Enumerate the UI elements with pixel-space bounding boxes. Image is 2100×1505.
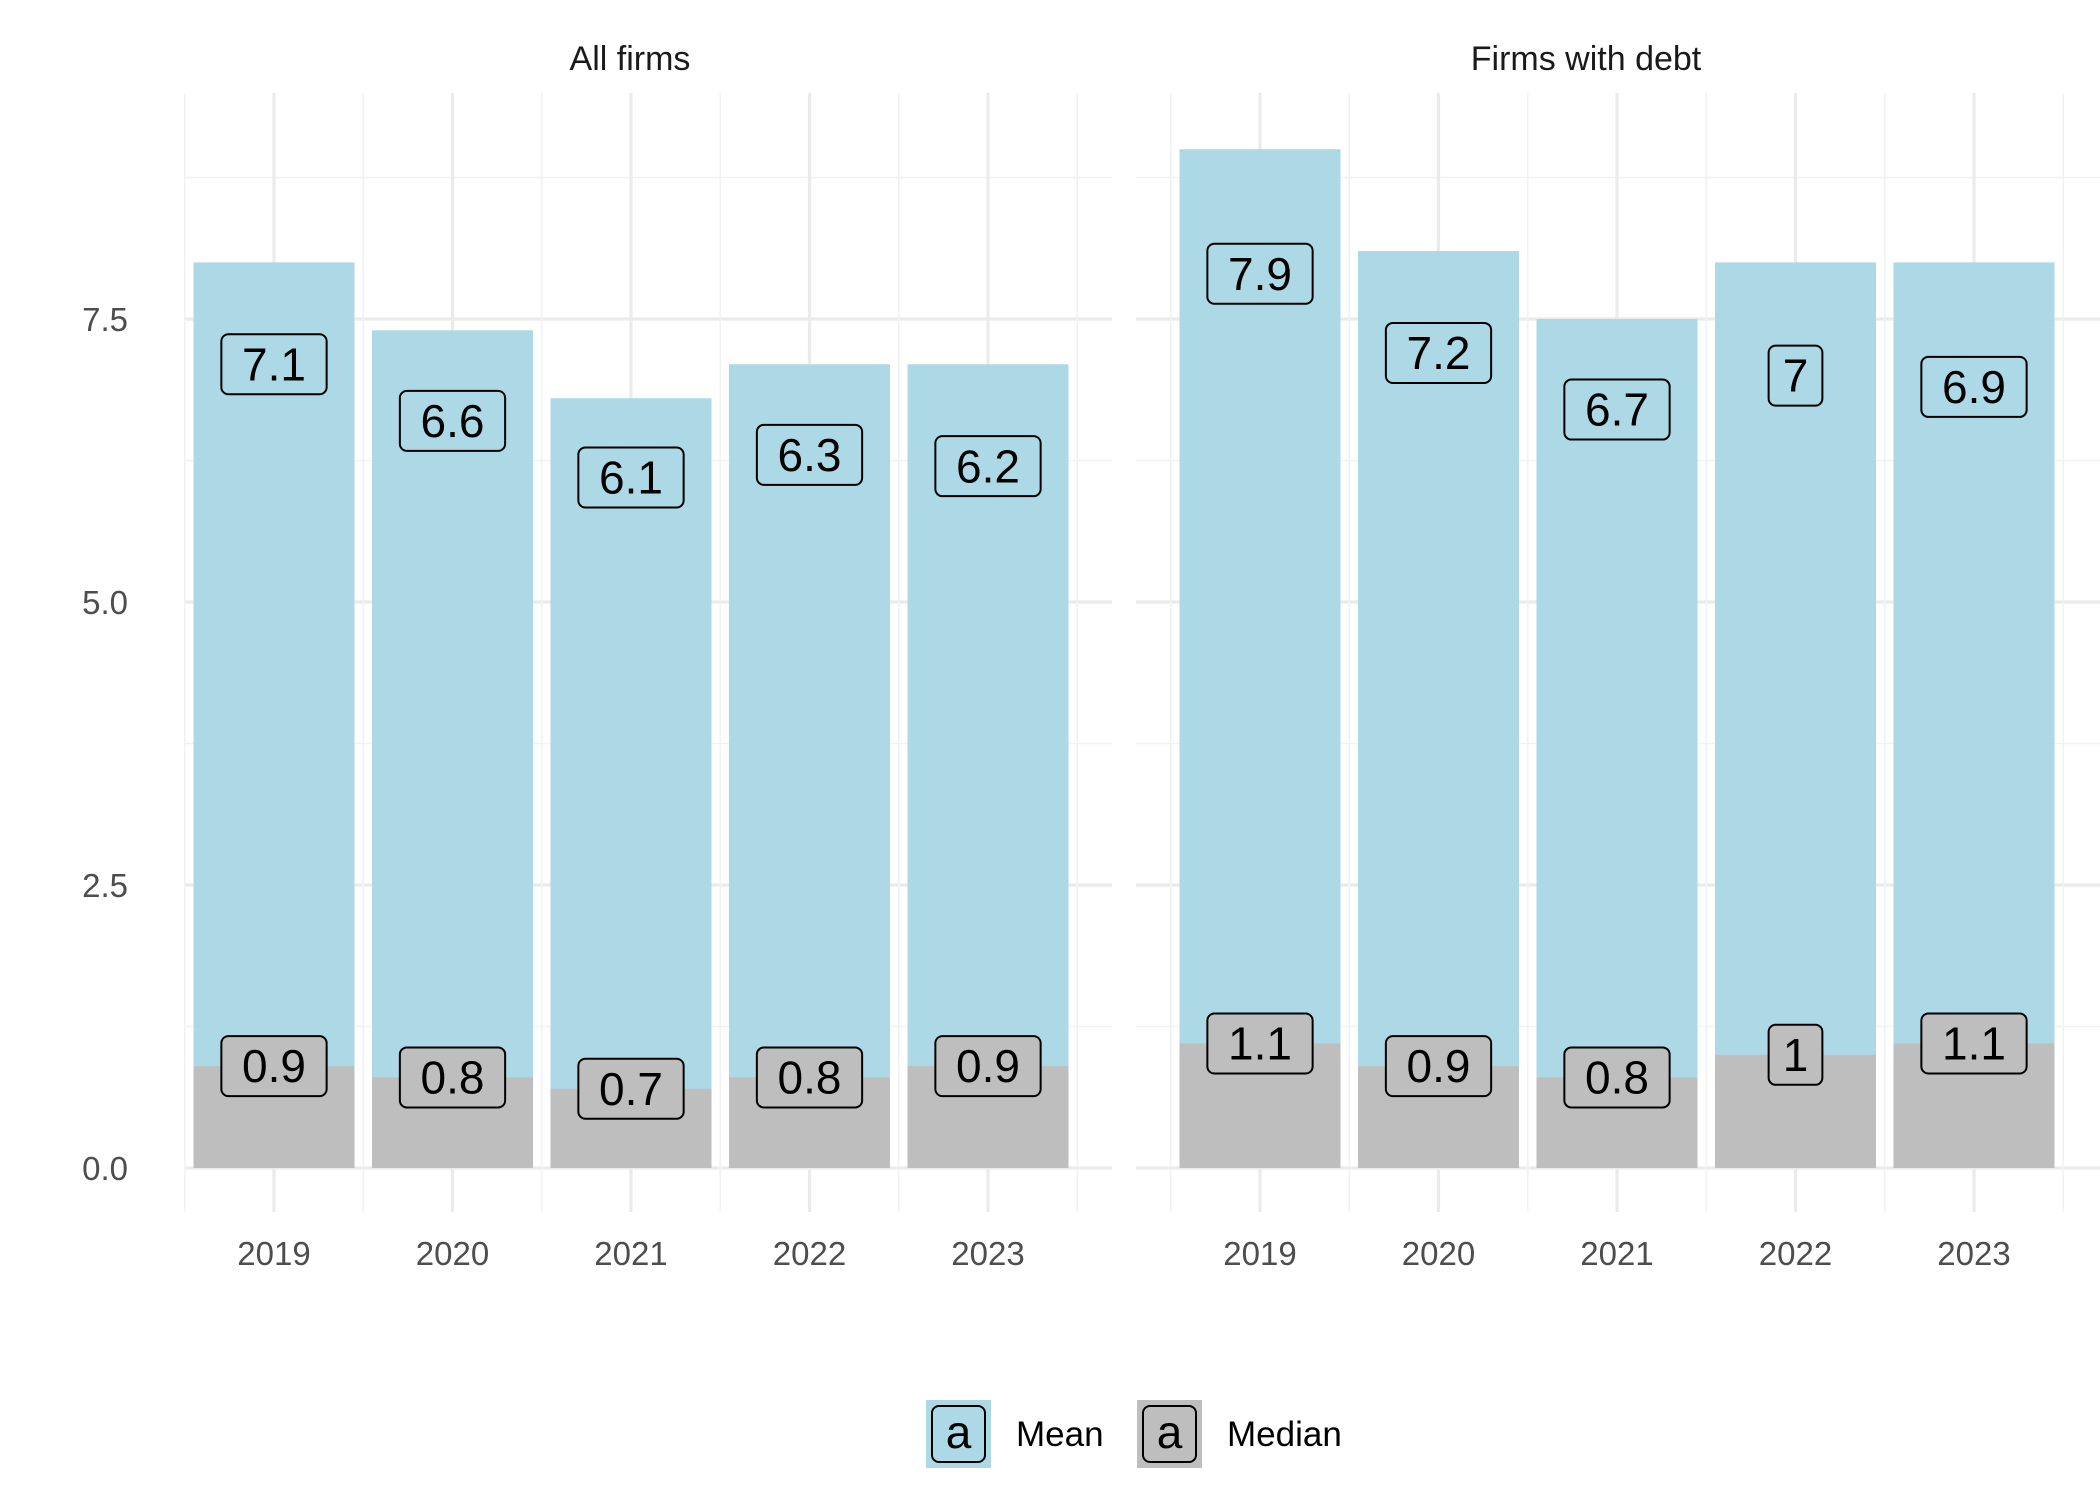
median-data-label-box <box>1767 1023 1824 1086</box>
median-data-label-text: 1 <box>1783 1029 1809 1081</box>
legend-key-box <box>1142 1405 1197 1463</box>
x-tick-label: 2023 <box>951 1235 1024 1272</box>
x-tick-label: 2021 <box>594 1235 667 1272</box>
mean-data-label-box <box>1206 242 1314 305</box>
mean-bar <box>193 262 355 1168</box>
median-data-label: 0.8 <box>1563 1046 1671 1109</box>
median-data-label: 0.9 <box>220 1035 328 1098</box>
mean-data-label: 6.3 <box>755 423 864 486</box>
panel-firms-with-debt: Firms with debt 7.9 1.1 7.2 0.9 6.7 0.8 7 1 6.9 1.… <box>1136 40 2100 1272</box>
mean-data-label-text: 7.1 <box>242 338 306 390</box>
median-data-label-text: 0.8 <box>421 1052 485 1104</box>
median-data-label-text: 0.9 <box>1407 1040 1471 1092</box>
median-data-label-box <box>220 1035 328 1098</box>
x-tick-label: 2022 <box>1759 1235 1832 1272</box>
mean-bar <box>1358 251 1519 1168</box>
y-tick-label: 2.5 <box>82 867 128 904</box>
mean-data-label: 6.6 <box>398 389 507 452</box>
mean-data-label-box <box>1384 321 1493 384</box>
median-data-label: 0.9 <box>1384 1035 1493 1098</box>
legend-key-symbol: a <box>1157 1406 1183 1458</box>
mean-data-label-text: 6.2 <box>956 440 1020 492</box>
y-tick-label: 7.5 <box>82 301 128 338</box>
mean-data-label-text: 6.1 <box>599 452 663 504</box>
median-data-label-text: 0.9 <box>242 1040 306 1092</box>
median-data-label-text: 0.9 <box>956 1040 1020 1092</box>
x-tick-label: 2020 <box>1402 1235 1475 1272</box>
mean-data-label-text: 7.2 <box>1407 327 1471 379</box>
mean-data-label-box <box>220 333 328 396</box>
median-data-label-text: 1.1 <box>1942 1018 2006 1070</box>
median-data-label-text: 1.1 <box>1228 1018 1292 1070</box>
legend-key-box <box>931 1405 986 1463</box>
mean-data-label-text: 6.9 <box>1942 361 2006 413</box>
mean-bar <box>1715 262 1876 1168</box>
legend-item-mean: a Mean <box>926 1400 1104 1468</box>
median-data-label: 1.1 <box>1206 1012 1314 1075</box>
median-data-label: 0.8 <box>398 1046 507 1109</box>
legend-label: Median <box>1227 1415 1342 1454</box>
median-data-label: 1 <box>1767 1023 1824 1086</box>
median-data-label-box <box>1384 1035 1493 1098</box>
mean-data-label-box <box>1563 378 1671 441</box>
median-data-label-text: 0.8 <box>1585 1052 1649 1104</box>
mean-bar <box>372 330 533 1168</box>
median-data-label-text: 0.8 <box>778 1052 842 1104</box>
mean-bar <box>1179 149 1341 1168</box>
mean-data-label-box <box>398 389 507 452</box>
median-data-label: 0.9 <box>934 1035 1042 1098</box>
mean-data-label: 7.9 <box>1206 242 1314 305</box>
mean-bar <box>550 398 712 1168</box>
median-data-label-box <box>577 1057 685 1120</box>
mean-bar <box>907 364 1069 1168</box>
x-tick-label: 2020 <box>416 1235 489 1272</box>
mean-data-label-box <box>755 423 864 486</box>
panel-title: All firms <box>570 40 691 78</box>
legend: a Mean a Median <box>926 1400 1342 1468</box>
mean-data-label-text: 6.6 <box>421 395 485 447</box>
panel-all-firms: All firms 7.1 0.9 6.6 0.8 6.1 0.7 6.3 0.8 6.2 0.9 2… <box>183 40 1112 1272</box>
median-data-label-box <box>398 1046 507 1109</box>
y-tick-label: 5.0 <box>82 584 128 621</box>
mean-data-label: 6.1 <box>577 446 685 509</box>
x-tick-label: 2021 <box>1580 1235 1653 1272</box>
mean-data-label-text: 6.3 <box>778 429 842 481</box>
median-data-label: 0.8 <box>755 1046 864 1109</box>
x-tick-label: 2019 <box>1223 1235 1296 1272</box>
x-tick-label: 2019 <box>237 1235 310 1272</box>
median-data-label-box <box>1920 1012 2028 1075</box>
median-data-label-text: 0.7 <box>599 1063 663 1115</box>
mean-data-label: 6.9 <box>1920 355 2028 418</box>
median-data-label-box <box>1563 1046 1671 1109</box>
mean-data-label-box <box>577 446 685 509</box>
mean-data-label-box <box>1767 344 1824 407</box>
mean-data-label: 6.7 <box>1563 378 1671 441</box>
median-data-label-box <box>755 1046 864 1109</box>
median-data-label: 1.1 <box>1920 1012 2028 1075</box>
legend-label: Mean <box>1016 1415 1104 1454</box>
mean-data-label-box <box>1920 355 2028 418</box>
x-tick-label: 2022 <box>773 1235 846 1272</box>
y-tick-label: 0.0 <box>82 1150 128 1187</box>
mean-data-label: 7.1 <box>220 333 328 396</box>
mean-data-label: 7.2 <box>1384 321 1493 384</box>
median-data-label-box <box>1206 1012 1314 1075</box>
median-data-label-box <box>934 1035 1042 1098</box>
mean-data-label-text: 7 <box>1783 350 1809 402</box>
legend-item-median: a Median <box>1137 1400 1342 1468</box>
median-data-label: 0.7 <box>577 1057 685 1120</box>
x-tick-label: 2023 <box>1937 1235 2010 1272</box>
mean-data-label: 7 <box>1767 344 1824 407</box>
mean-bar <box>729 364 890 1168</box>
mean-data-label-box <box>934 435 1042 498</box>
mean-data-label-text: 7.9 <box>1228 248 1292 300</box>
panel-title: Firms with debt <box>1471 40 1702 78</box>
mean-data-label: 6.2 <box>934 435 1042 498</box>
mean-bar <box>1536 319 1698 1168</box>
mean-data-label-text: 6.7 <box>1585 384 1649 436</box>
legend-key-symbol: a <box>946 1406 972 1458</box>
